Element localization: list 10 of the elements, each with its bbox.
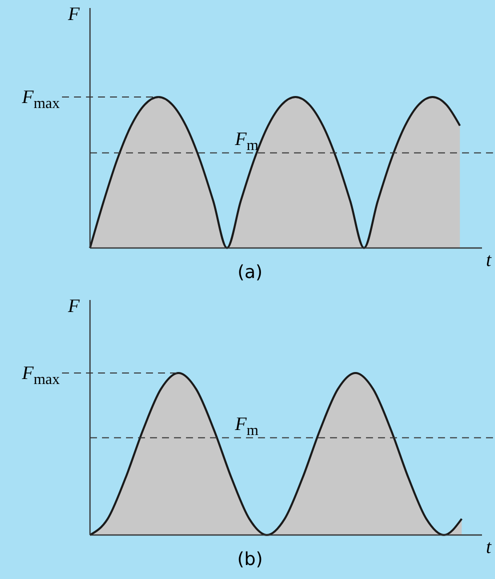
ref-line-label: F$_{max}$ (21, 87, 60, 112)
ref-line-label: F$_{m}$ (234, 414, 259, 438)
y-axis-title: F (67, 296, 80, 317)
x-axis-title: t (486, 250, 492, 271)
text: (b) (237, 549, 263, 570)
ref-line-label: F$_{m}$ (234, 128, 259, 154)
y-axis-title: F (67, 4, 80, 25)
text: (a) (237, 262, 263, 283)
ref-line-label: F$_{max}$ (21, 363, 60, 388)
x-axis-title: t (486, 537, 492, 558)
